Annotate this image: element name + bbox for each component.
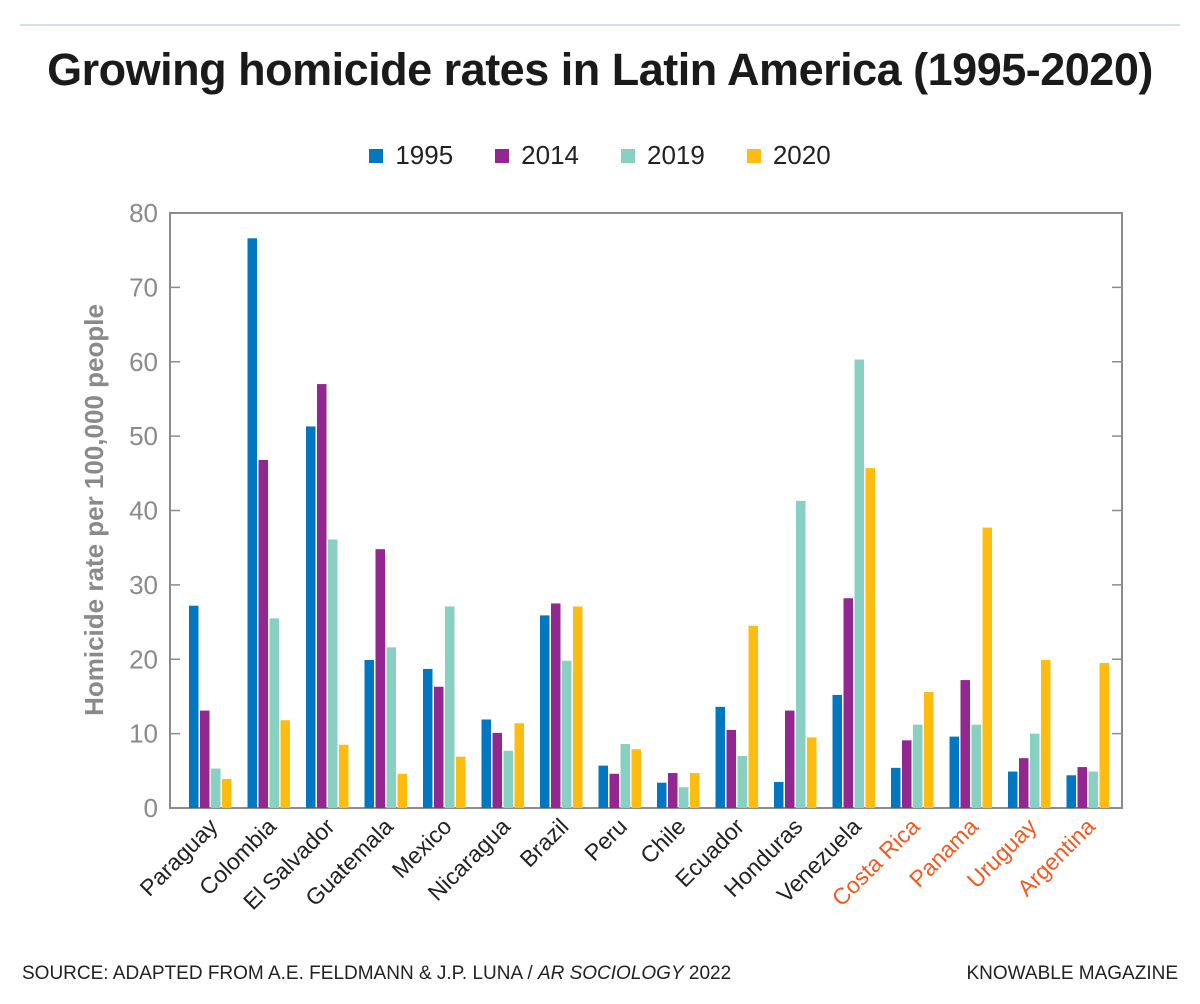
legend-swatch-1995	[369, 148, 384, 163]
bar-2020-brazil	[573, 606, 583, 808]
bar-2014-argentina	[1077, 767, 1087, 808]
source-journal: AR SOCIOLOGY	[537, 963, 684, 984]
publisher-credit: KNOWABLE MAGAZINE	[966, 963, 1179, 984]
legend-label-1995: 1995	[395, 140, 454, 170]
legend: 1995 2014 2019 2020	[0, 140, 1200, 171]
y-tick-label: 70	[129, 272, 158, 302]
bar-2019-honduras	[796, 500, 806, 808]
y-tick-label: 0	[144, 793, 158, 823]
bar-2020-paraguay	[222, 778, 232, 808]
source-note: SOURCE: ADAPTED FROM A.E. FELDMANN & J.P…	[22, 963, 731, 985]
y-tick-label: 10	[129, 719, 158, 749]
y-tick-label: 80	[129, 198, 158, 228]
bar-2014-venezuela	[843, 598, 853, 808]
bar-1995-mexico	[423, 668, 433, 808]
bar-1995-costa-rica	[891, 767, 901, 808]
y-tick-label: 60	[129, 347, 158, 377]
bar-2019-peru	[620, 744, 630, 808]
bar-2019-argentina	[1088, 771, 1098, 808]
bar-1995-venezuela	[832, 694, 842, 808]
bar-2014-colombia	[258, 459, 268, 808]
x-tick-label: Peru	[579, 813, 632, 866]
bar-2020-venezuela	[865, 468, 875, 808]
bar-1995-el-salvador	[306, 426, 316, 808]
bar-1995-peru	[598, 765, 608, 808]
y-tick-label: 20	[129, 644, 158, 674]
bar-2019-colombia	[269, 618, 279, 808]
bar-2019-el-salvador	[328, 539, 338, 808]
top-rule	[20, 24, 1180, 26]
bar-2019-chile	[679, 787, 689, 808]
bar-2014-costa-rica	[902, 740, 912, 808]
bar-2014-panama	[960, 680, 970, 808]
bar-2020-chile	[690, 773, 700, 808]
y-tick-label: 30	[129, 570, 158, 600]
bar-2020-mexico	[456, 756, 466, 808]
bar-2019-ecuador	[737, 755, 747, 808]
bar-2019-guatemala	[386, 647, 396, 808]
bar-2019-uruguay	[1030, 733, 1040, 808]
bar-2020-peru	[631, 749, 641, 808]
bar-2020-panama	[982, 527, 992, 808]
bar-2019-brazil	[562, 660, 572, 808]
bar-1995-paraguay	[189, 605, 199, 808]
legend-swatch-2019	[621, 148, 635, 163]
bar-1995-argentina	[1066, 775, 1076, 808]
bar-1995-ecuador	[715, 706, 725, 808]
bar-2019-nicaragua	[503, 750, 513, 808]
bar-1995-colombia	[247, 238, 257, 809]
legend-swatch-2014	[495, 148, 510, 163]
y-tick-label: 40	[129, 496, 158, 526]
bar-2014-paraguay	[200, 710, 210, 808]
x-tick-label: Brazil	[514, 813, 573, 872]
legend-label-2014: 2014	[521, 140, 579, 170]
bar-2014-ecuador	[726, 729, 736, 808]
bar-2014-el-salvador	[317, 384, 327, 808]
bar-2019-mexico	[445, 606, 455, 808]
source-year: 2022	[683, 963, 732, 984]
bar-2014-guatemala	[375, 549, 385, 808]
bar-1995-honduras	[774, 781, 784, 808]
bar-2020-costa-rica	[924, 691, 934, 808]
bar-2020-colombia	[280, 720, 290, 808]
bar-2014-mexico	[434, 686, 444, 808]
y-axis-label: Homicide rate per 100,000 people	[79, 304, 109, 716]
legend-swatch-2020	[746, 148, 761, 163]
bar-1995-chile	[657, 782, 667, 808]
legend-item-1995: 1995	[369, 140, 453, 171]
bar-2020-guatemala	[397, 773, 407, 808]
bar-2020-nicaragua	[514, 723, 524, 808]
bar-2019-venezuela	[854, 359, 864, 808]
bar-2019-costa-rica	[913, 724, 923, 808]
y-tick-label: 50	[129, 421, 158, 451]
bar-2019-panama	[971, 724, 981, 808]
bar-2020-argentina	[1099, 662, 1109, 808]
bar-2014-peru	[609, 773, 619, 808]
bar-2020-ecuador	[748, 625, 758, 808]
bar-1995-brazil	[540, 615, 550, 808]
legend-item-2014: 2014	[495, 140, 579, 171]
legend-label-2020: 2020	[772, 140, 831, 170]
legend-label-2019: 2019	[647, 140, 705, 170]
bar-2020-honduras	[807, 737, 817, 808]
bar-1995-panama	[949, 736, 959, 808]
bar-1995-uruguay	[1008, 771, 1018, 808]
bar-2020-uruguay	[1041, 659, 1051, 808]
bar-2019-paraguay	[211, 768, 221, 808]
bar-2020-el-salvador	[339, 744, 349, 808]
bar-1995-guatemala	[364, 659, 374, 808]
chart-title: Growing homicide rates in Latin America …	[47, 44, 1153, 95]
bar-2014-chile	[668, 773, 678, 808]
source-prefix: SOURCE: ADAPTED FROM A.E. FELDMANN & J.P…	[22, 963, 538, 984]
legend-item-2019: 2019	[621, 140, 705, 171]
bar-1995-nicaragua	[481, 719, 491, 808]
legend-item-2020: 2020	[746, 140, 831, 171]
bar-2014-uruguay	[1019, 758, 1029, 808]
bar-2014-brazil	[551, 603, 561, 808]
bar-2014-honduras	[785, 710, 795, 808]
bar-2014-nicaragua	[492, 732, 502, 808]
